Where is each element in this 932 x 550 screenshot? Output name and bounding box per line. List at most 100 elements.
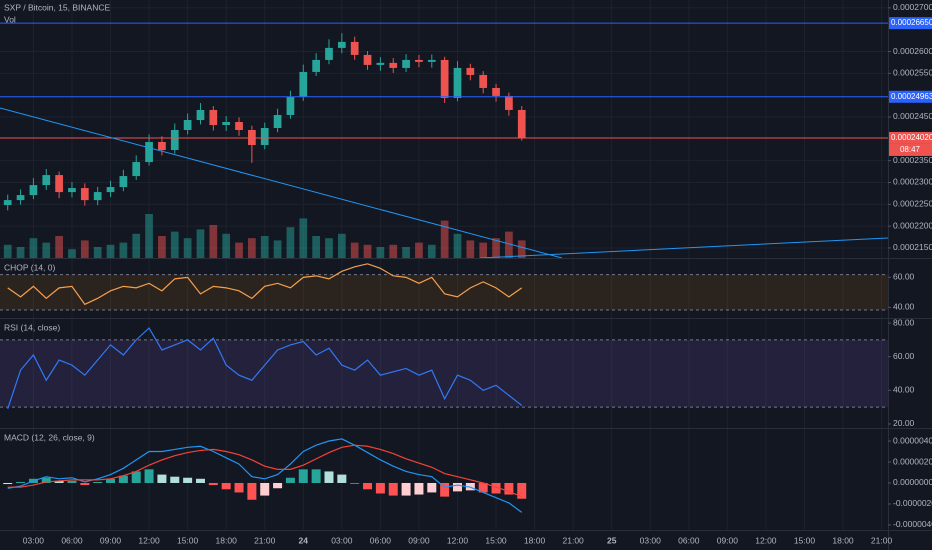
price-label: 0.00024020 [891, 133, 932, 142]
candle-body [299, 71, 308, 97]
volume-bar [42, 242, 51, 258]
candle-body [16, 195, 25, 201]
histogram-bar [440, 482, 450, 497]
histogram-bar [260, 482, 270, 496]
x-tick-label: 18:00 [216, 535, 238, 545]
x-tick-label: 09:00 [717, 535, 739, 545]
candle-body [350, 41, 359, 55]
volume-bar [248, 238, 256, 258]
candle-body [42, 175, 51, 186]
x-tick-label: 12:00 [447, 535, 469, 545]
volume-bar [273, 240, 282, 258]
y-tick-label: 40.00 [893, 385, 915, 395]
y-tick-label: 40.00 [893, 302, 915, 312]
x-tick-label: 21:00 [254, 535, 276, 545]
y-tick-label: 60.00 [893, 272, 915, 282]
candle-body [222, 122, 231, 125]
candle-body [209, 109, 218, 125]
y-tick-label: 60.00 [893, 351, 915, 361]
volume-bar [93, 247, 102, 258]
volume-bar [505, 231, 513, 258]
volume-bar [132, 233, 141, 258]
histogram-bar [273, 482, 283, 489]
x-tick-label: 15:00 [794, 535, 816, 545]
candle-body [3, 200, 12, 206]
chart-title: SXP / Bitcoin, 15, BINANCE [4, 2, 110, 12]
histogram-bar [208, 482, 218, 486]
grid [0, 0, 888, 530]
histogram-bar [93, 481, 103, 483]
candle-body [440, 59, 449, 98]
histogram-bar [54, 480, 64, 483]
candle-body [68, 188, 76, 193]
histogram-bar [517, 482, 527, 499]
candle-body [505, 95, 513, 110]
candle-body [337, 41, 346, 48]
volume-bar [479, 242, 488, 258]
volume-bar [440, 220, 449, 258]
histogram-bar [311, 469, 321, 483]
volume-bar [389, 244, 398, 258]
histogram-bar [350, 482, 360, 484]
x-tick-label: 06:00 [678, 535, 700, 545]
x-tick-label: 21:00 [563, 535, 585, 545]
candle-body [260, 127, 269, 146]
trend-line [479, 237, 889, 259]
volume-bar [337, 233, 346, 258]
volume-bar [80, 240, 89, 258]
candle-body [196, 109, 205, 121]
x-tick-label: 03:00 [331, 535, 353, 545]
volume-bar [145, 214, 153, 258]
volume-bar [158, 236, 166, 258]
histogram-bar [478, 482, 488, 493]
x-tick-label: 03:00 [640, 535, 662, 545]
volume-bar [363, 244, 372, 258]
candle-body [183, 120, 192, 131]
volume-bar [209, 225, 218, 258]
histogram-bar [183, 477, 193, 483]
volume-label: Vol [4, 14, 16, 24]
volume-bar [402, 247, 410, 258]
plot [0, 22, 888, 513]
histogram-bar [247, 482, 257, 500]
histogram-bar [285, 477, 295, 483]
countdown-box [889, 143, 932, 156]
volume-bar [492, 238, 500, 258]
candle-body [273, 114, 282, 128]
candle-body [170, 130, 179, 151]
histogram-bar [401, 482, 411, 496]
x-tick-label: 09:00 [408, 535, 430, 545]
candle-body [453, 67, 462, 98]
price-label: 0.00024963 [891, 92, 932, 101]
candle-body [389, 62, 398, 68]
indicator-title: MACD (12, 26, close, 9) [4, 432, 95, 442]
line [7, 263, 523, 306]
candle-body [517, 109, 526, 138]
histogram-bar [414, 482, 424, 495]
indicator-title: RSI (14, close) [4, 322, 60, 332]
histogram-bar [234, 482, 244, 493]
price-label-box [889, 90, 932, 103]
x-tick-label: 03:00 [23, 535, 45, 545]
candle-body [106, 187, 115, 193]
x-tick-label: 12:00 [755, 535, 777, 545]
labels: 03:00 06:00 09:00 12:00 15:00 18:00 21:00 24 03:… [4, 2, 932, 545]
x-tick-label: 21:00 [871, 535, 893, 545]
candle-body [415, 59, 423, 62]
volume-bar [453, 233, 462, 258]
histogram-bar [221, 482, 231, 490]
candle-body [235, 122, 243, 131]
candle-body [376, 62, 385, 65]
volume-bar [466, 240, 475, 258]
y-tick-label: 0.00021500 [893, 242, 932, 252]
candle-body [145, 142, 153, 163]
candle-body [312, 59, 320, 72]
